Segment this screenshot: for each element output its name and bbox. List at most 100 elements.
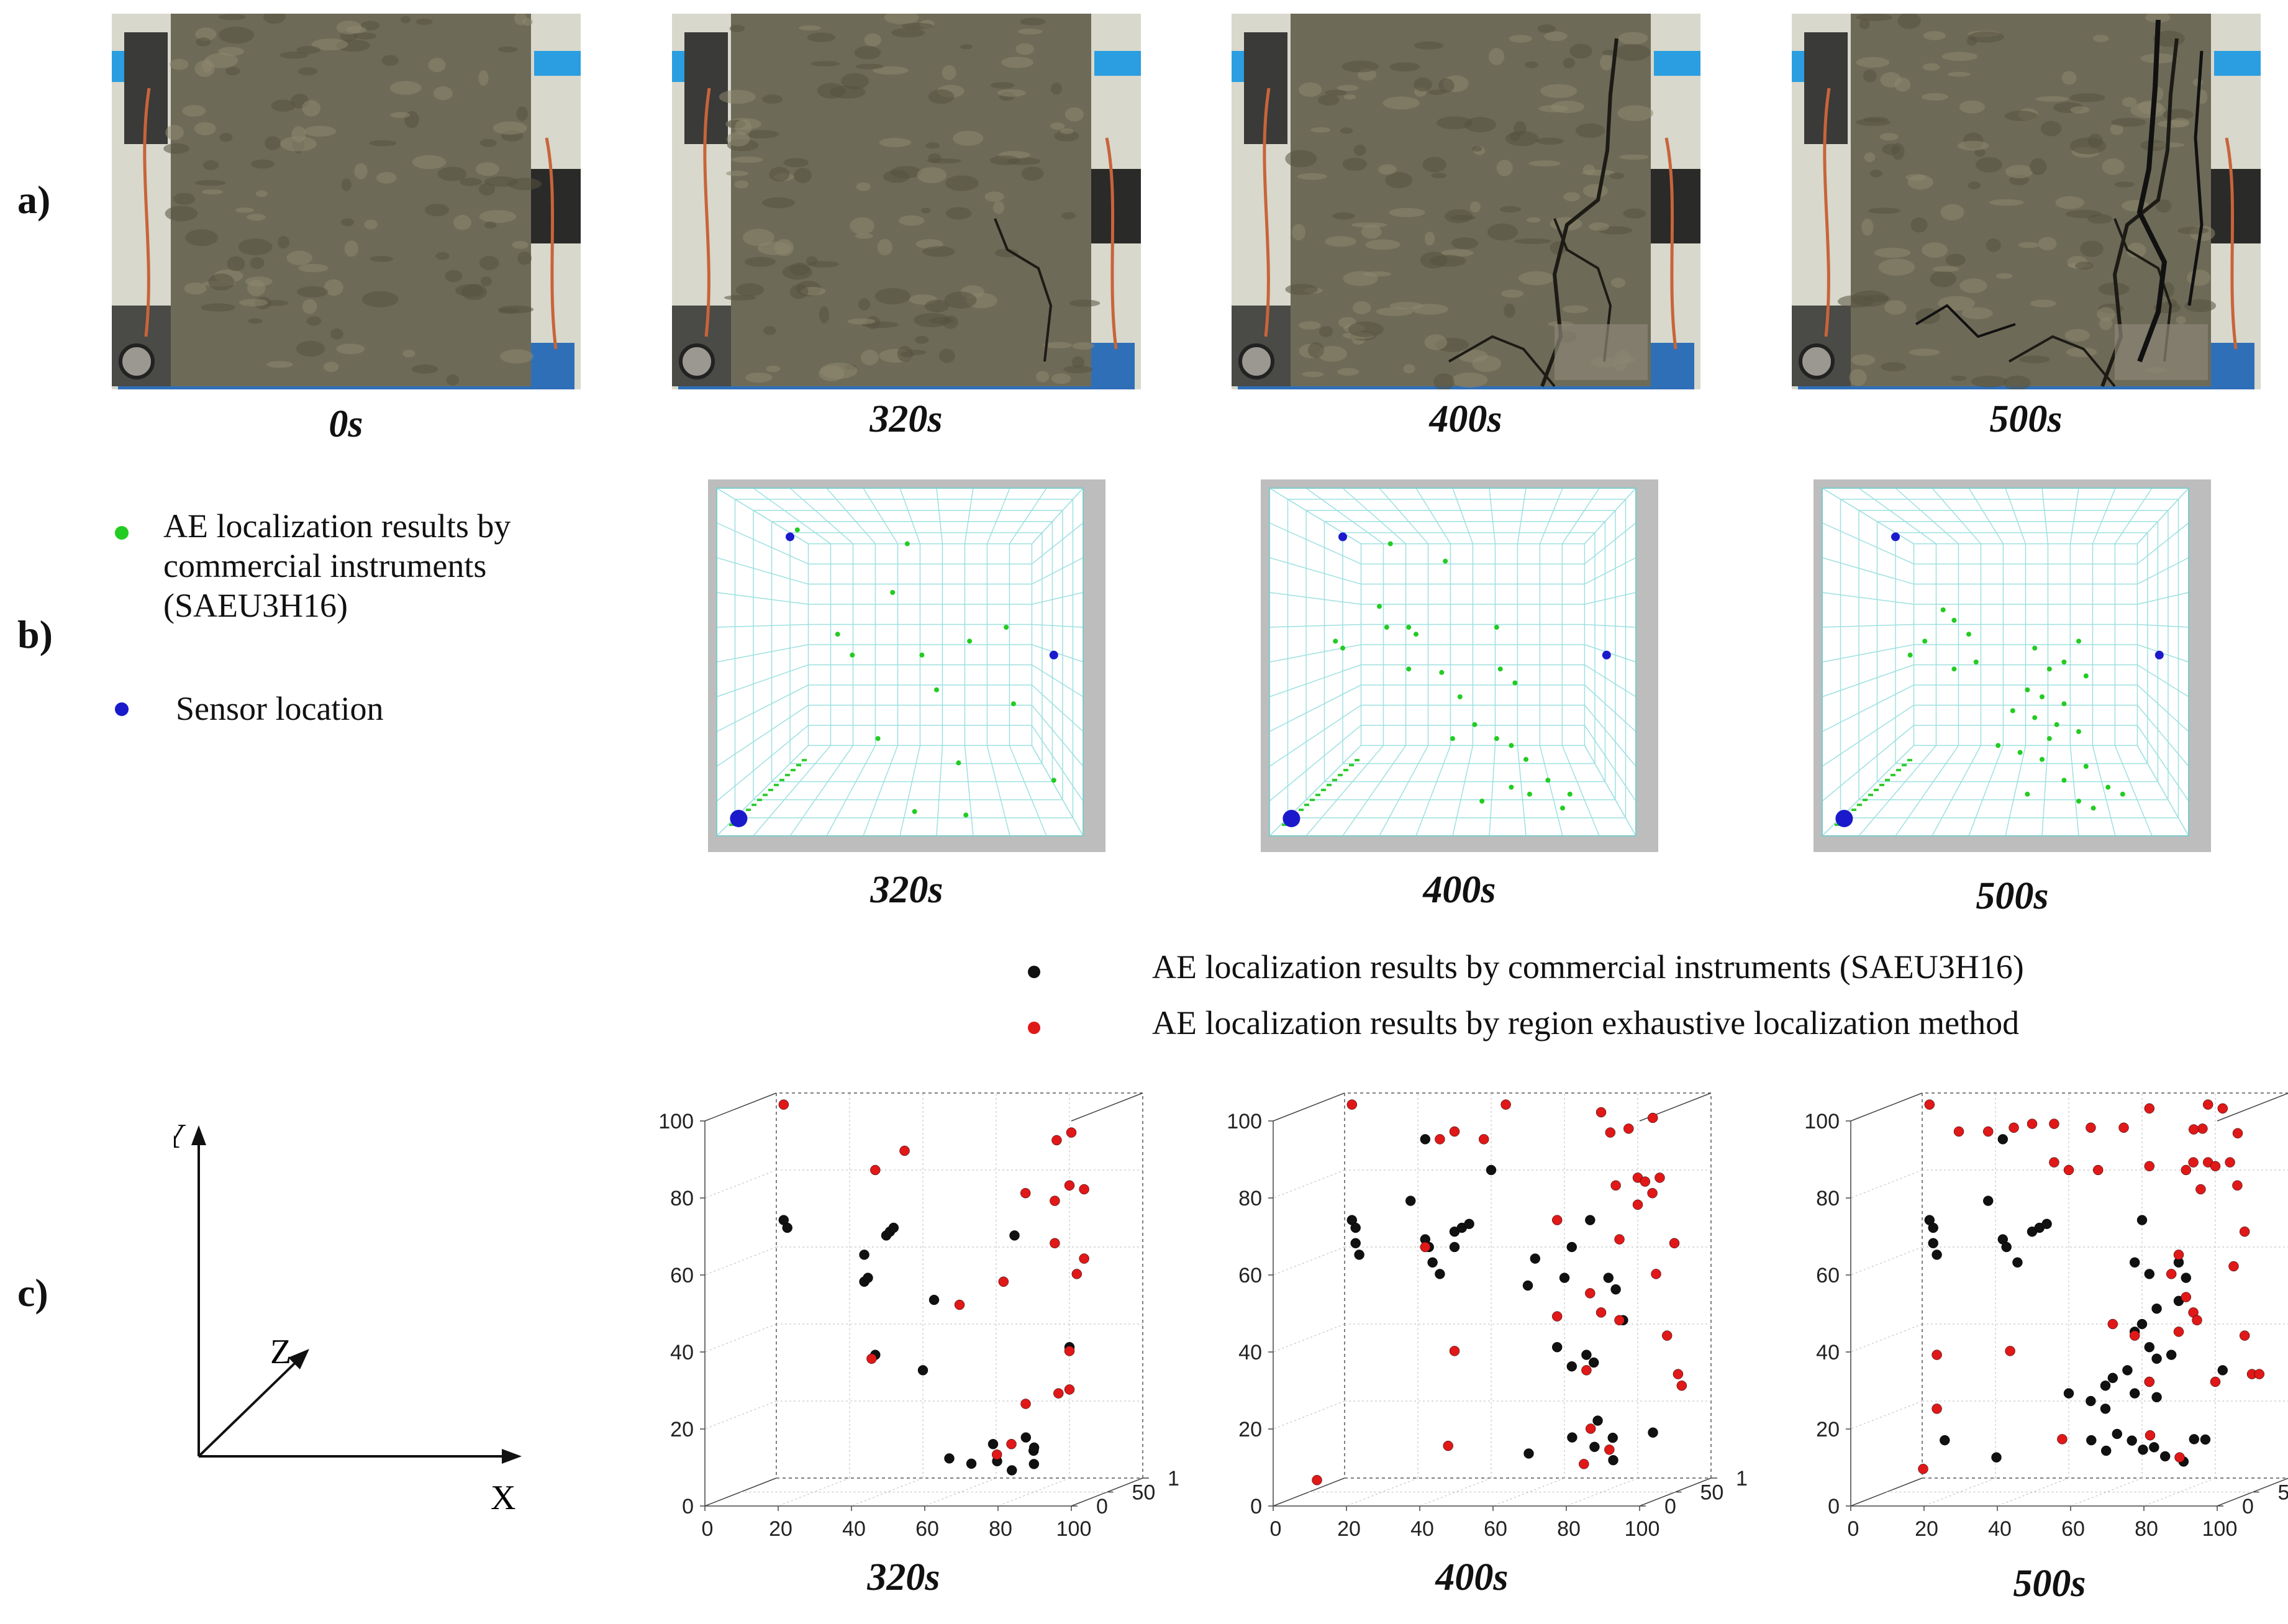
x-tick-label: 40 bbox=[842, 1517, 866, 1541]
scatter-point bbox=[1640, 1176, 1651, 1187]
b-panel-time-label: 500s bbox=[1976, 875, 2049, 917]
sensor-marker bbox=[786, 532, 794, 542]
ae-point bbox=[2091, 805, 2096, 811]
ae-point bbox=[2061, 660, 2067, 665]
ae-point bbox=[2040, 694, 2045, 699]
scatter-point bbox=[863, 1272, 873, 1283]
scatter-point bbox=[1420, 1241, 1431, 1253]
scatter-point bbox=[2009, 1122, 2019, 1133]
scatter-point bbox=[2181, 1272, 2192, 1283]
x-tick-label: 0 bbox=[1848, 1517, 1859, 1541]
ae-point bbox=[1497, 666, 1503, 672]
z-tick-label: 0 bbox=[1096, 1495, 1108, 1518]
scatter-point bbox=[2144, 1103, 2155, 1114]
scatter-point bbox=[2049, 1157, 2059, 1168]
sensor-legend-label: Sensor location bbox=[176, 690, 384, 727]
scatter-point bbox=[2012, 1257, 2023, 1268]
scatter-point bbox=[1354, 1250, 1364, 1260]
scatter-point bbox=[2151, 1353, 2162, 1364]
scatter-point bbox=[1350, 1222, 1361, 1233]
scatter-point bbox=[1608, 1454, 1618, 1466]
scatter-point bbox=[1614, 1234, 1625, 1245]
ae-point bbox=[1509, 784, 1514, 790]
x-tick-label: 60 bbox=[915, 1517, 939, 1541]
x-tick-label: 100 bbox=[1625, 1517, 1660, 1541]
ae-point bbox=[2054, 722, 2059, 727]
photo-time-label: 0s bbox=[329, 403, 363, 445]
scatter-point bbox=[2092, 1164, 2104, 1176]
ae-point bbox=[904, 541, 910, 547]
scatter-point bbox=[2217, 1365, 2228, 1376]
scatter-point bbox=[1991, 1452, 2002, 1463]
scatter-point bbox=[1604, 1445, 1615, 1455]
scatter-point bbox=[2197, 1123, 2208, 1134]
scatter-point bbox=[2174, 1452, 2185, 1463]
scatter-point bbox=[2173, 1250, 2184, 1260]
ae-point bbox=[2083, 764, 2089, 769]
scatter-point bbox=[2138, 1445, 2148, 1455]
ae-point bbox=[2025, 687, 2030, 692]
ae-point bbox=[2076, 638, 2081, 644]
scatter-point bbox=[1009, 1230, 1020, 1241]
ae-point bbox=[2017, 750, 2023, 755]
scatter-point bbox=[2005, 1346, 2015, 1356]
photo-time-label: 400s bbox=[1429, 398, 1502, 440]
scatter-point bbox=[2063, 1388, 2074, 1399]
y-tick-label: 40 bbox=[1816, 1341, 1840, 1364]
z-tick-label: 100 bbox=[1168, 1467, 1180, 1490]
scatter-point bbox=[1435, 1269, 1445, 1279]
sensor-marker bbox=[1338, 532, 1347, 542]
scatter-point bbox=[1346, 1099, 1358, 1110]
scatter-point bbox=[987, 1439, 999, 1449]
ae-point bbox=[2025, 791, 2030, 797]
ae-point bbox=[1051, 778, 1056, 783]
scatter-point bbox=[1028, 1442, 1040, 1453]
scatter-point bbox=[1982, 1126, 1994, 1137]
scatter-point bbox=[1982, 1195, 1994, 1206]
scatter-point bbox=[1940, 1435, 1950, 1446]
sensor-marker bbox=[730, 810, 748, 827]
y-tick-label: 40 bbox=[1238, 1341, 1262, 1364]
ae-point bbox=[1509, 743, 1514, 748]
scatter-point bbox=[1551, 1311, 1563, 1322]
scatter-point bbox=[944, 1453, 955, 1464]
scatter-point bbox=[2129, 1330, 2140, 1341]
scatter-point bbox=[1566, 1361, 1578, 1372]
scatter-point bbox=[1522, 1280, 1533, 1291]
scatter-point bbox=[2166, 1350, 2177, 1360]
scatter-point bbox=[2239, 1330, 2250, 1341]
scatter-point bbox=[1647, 1187, 1658, 1199]
ae-point bbox=[835, 632, 840, 637]
ae-point bbox=[2120, 791, 2125, 797]
scatter-point bbox=[2144, 1341, 2155, 1353]
ae-point bbox=[2105, 784, 2111, 790]
scatter-point bbox=[2181, 1164, 2192, 1176]
ae-point bbox=[2010, 708, 2015, 714]
z-tick-label: 50 bbox=[1132, 1481, 1156, 1505]
scatter-point bbox=[1427, 1257, 1438, 1268]
scatter-point bbox=[2166, 1269, 2177, 1279]
ae-point bbox=[2076, 799, 2081, 804]
ae-point bbox=[1966, 632, 1971, 637]
ae-point bbox=[2061, 778, 2067, 783]
ae-point bbox=[1567, 791, 1573, 797]
ae-point bbox=[1377, 604, 1382, 609]
scatter-point bbox=[1932, 1404, 1942, 1414]
x-tick-label: 0 bbox=[1270, 1517, 1282, 1541]
scatter-point bbox=[1924, 1099, 1935, 1110]
scatter-point bbox=[1579, 1459, 1589, 1469]
scatter-point bbox=[1603, 1272, 1614, 1283]
y-tick-label: 60 bbox=[670, 1264, 694, 1287]
scatter-point bbox=[1523, 1448, 1534, 1459]
y-tick-label: 20 bbox=[1238, 1418, 1262, 1441]
y-tick-label: 100 bbox=[658, 1110, 694, 1133]
row-label-a: a) bbox=[17, 178, 51, 222]
scatter-point bbox=[1676, 1380, 1687, 1391]
x-tick-label: 80 bbox=[989, 1517, 1012, 1541]
scatter-point bbox=[2122, 1365, 2133, 1376]
scatter-point bbox=[2239, 1226, 2250, 1237]
scatter-point bbox=[928, 1294, 940, 1305]
ae-point bbox=[1907, 652, 1913, 658]
ae-point bbox=[1527, 791, 1532, 797]
scatter-point bbox=[1932, 1350, 1942, 1360]
